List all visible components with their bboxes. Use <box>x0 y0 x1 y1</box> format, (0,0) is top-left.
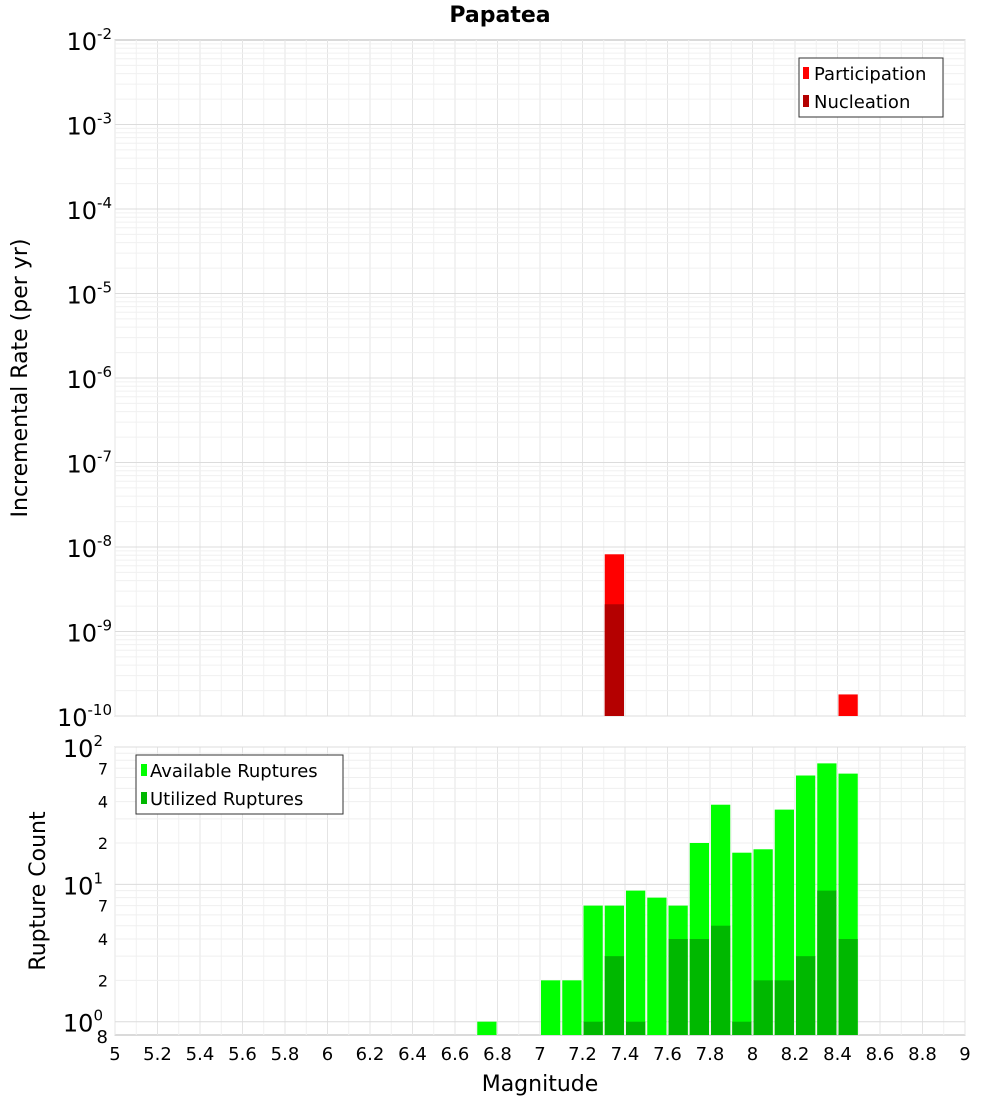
magnitude-tick-label: 8 <box>747 1044 758 1065</box>
rate-y-tick-label: 10-9 <box>66 617 112 648</box>
count-bars <box>477 763 858 1035</box>
count-y-minor-tick-label: 2 <box>98 834 108 853</box>
available-ruptures-bar <box>774 809 794 1035</box>
magnitude-tick-label: 5.2 <box>143 1044 172 1065</box>
rate-y-tick-label: 10-4 <box>66 194 112 225</box>
x-axis-label: Magnitude <box>482 1072 599 1097</box>
utilized-ruptures-legend-swatch <box>141 792 147 804</box>
nucleation-legend-label: Nucleation <box>814 92 910 113</box>
rate-y-axis-label: Incremental Rate (per yr) <box>8 239 33 518</box>
rate-panel: Papatea 10-2 10-3 10-4 10-5 10-6 10-7 10-8 10-9… <box>8 3 966 732</box>
count-y-major-tick-label: 100 <box>63 1007 103 1038</box>
utilized-ruptures-bar <box>732 1021 752 1035</box>
utilized-ruptures-legend-label: Utilized Ruptures <box>150 789 303 810</box>
magnitude-tick-label: 6.8 <box>483 1044 512 1065</box>
magnitude-tick-label: 6 <box>322 1044 333 1065</box>
available-ruptures-bar <box>647 897 667 1035</box>
magnitude-tick-label: 7.8 <box>696 1044 725 1065</box>
count-panel: 102 101 100 7 4 2 7 4 2 8 5 5.2 5.4 5.6 5.8 6 6.2 6.4 6.6… <box>26 732 971 1097</box>
count-y-tick-labels: 102 101 100 7 4 2 7 4 2 8 <box>63 732 108 1048</box>
rate-legend-box <box>798 57 944 118</box>
utilized-ruptures-bar <box>711 925 731 1035</box>
magnitude-tick-label: 7.6 <box>653 1044 682 1065</box>
count-y-major-tick-label: 102 <box>63 732 103 763</box>
chart-title: Papatea <box>449 3 550 28</box>
magnitude-tick-label: 6.4 <box>398 1044 427 1065</box>
magnitude-tick-label: 7.2 <box>568 1044 597 1065</box>
rate-y-tick-label: 10-8 <box>66 532 112 563</box>
rate-gridlines <box>114 40 966 717</box>
count-gridlines <box>114 746 966 1035</box>
magnitude-tick-label: 6.2 <box>356 1044 385 1065</box>
magnitude-tick-label: 8.8 <box>908 1044 937 1065</box>
magnitude-tick-label: 8.4 <box>823 1044 852 1065</box>
count-y-minor-tick-label: 4 <box>98 930 108 949</box>
magnitude-tick-label: 9 <box>959 1044 970 1065</box>
available-ruptures-legend-label: Available Ruptures <box>150 761 318 782</box>
magnitude-tick-label: 5.8 <box>271 1044 300 1065</box>
utilized-ruptures-bar <box>774 980 794 1035</box>
count-legend-box <box>135 754 344 815</box>
magnitude-tick-label: 8.6 <box>866 1044 895 1065</box>
count-y-major-tick-label: 101 <box>63 869 103 900</box>
rate-legend: Participation Nucleation <box>798 57 944 118</box>
available-ruptures-bar <box>583 905 603 1035</box>
available-ruptures-bar <box>732 852 752 1035</box>
utilized-ruptures-bar <box>796 956 816 1035</box>
nucleation-legend-swatch <box>803 95 809 107</box>
magnitude-tick-label: 7 <box>534 1044 545 1065</box>
utilized-ruptures-bar <box>753 980 773 1035</box>
utilized-ruptures-bar <box>626 1021 646 1035</box>
available-ruptures-legend-swatch <box>141 764 147 776</box>
count-y-minor-tick-label: 7 <box>98 897 108 916</box>
utilized-ruptures-bar <box>668 939 688 1035</box>
participation-legend-swatch <box>803 67 809 79</box>
rate-y-tick-label: 10-10 <box>57 701 112 732</box>
magnitude-tick-labels: 5 5.2 5.4 5.6 5.8 6 6.2 6.4 6.6 6.8 7 7.2 7.4 7.6 7.8 8… <box>109 1044 970 1065</box>
rate-bars <box>604 554 858 716</box>
utilized-ruptures-bar <box>838 939 858 1035</box>
count-y-minor-tick-label: 7 <box>98 759 108 778</box>
participation-legend-label: Participation <box>814 64 926 85</box>
count-y-minor-tick-label: 2 <box>98 971 108 990</box>
available-ruptures-bar <box>626 890 646 1035</box>
utilized-ruptures-bar <box>604 956 624 1035</box>
count-y-minor-tick-label: 8 <box>97 1027 108 1048</box>
rate-y-tick-label: 10-6 <box>66 363 112 394</box>
magnitude-tick-label: 5.6 <box>228 1044 257 1065</box>
magnitude-tick-label: 7.4 <box>611 1044 640 1065</box>
available-ruptures-bar <box>477 1021 497 1035</box>
utilized-ruptures-bar <box>817 890 837 1035</box>
rate-y-tick-labels: 10-2 10-3 10-4 10-5 10-6 10-7 10-8 10-9 10-10 <box>57 25 112 732</box>
magnitude-tick-label: 8.2 <box>781 1044 810 1065</box>
magnitude-tick-label: 5 <box>109 1044 120 1065</box>
rate-y-tick-label: 10-7 <box>66 448 112 479</box>
nucleation-bar <box>604 604 624 716</box>
rate-y-tick-label: 10-3 <box>66 110 112 141</box>
available-ruptures-bar <box>562 980 582 1035</box>
count-y-minor-tick-label: 4 <box>98 793 108 812</box>
utilized-ruptures-bar <box>583 1021 603 1035</box>
magnitude-tick-label: 6.6 <box>441 1044 470 1065</box>
participation-bar <box>838 694 858 716</box>
utilized-ruptures-bar <box>689 939 709 1035</box>
count-legend: Available Ruptures Utilized Ruptures <box>135 754 344 815</box>
rate-y-tick-label: 10-5 <box>66 279 112 310</box>
available-ruptures-bar <box>541 980 561 1035</box>
magnitude-tick-label: 5.4 <box>186 1044 215 1065</box>
rate-y-tick-label: 10-2 <box>66 25 112 56</box>
count-y-axis-label: Rupture Count <box>26 811 51 971</box>
